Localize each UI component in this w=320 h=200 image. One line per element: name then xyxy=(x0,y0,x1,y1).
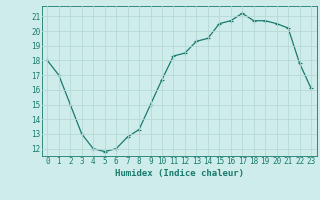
X-axis label: Humidex (Indice chaleur): Humidex (Indice chaleur) xyxy=(115,169,244,178)
